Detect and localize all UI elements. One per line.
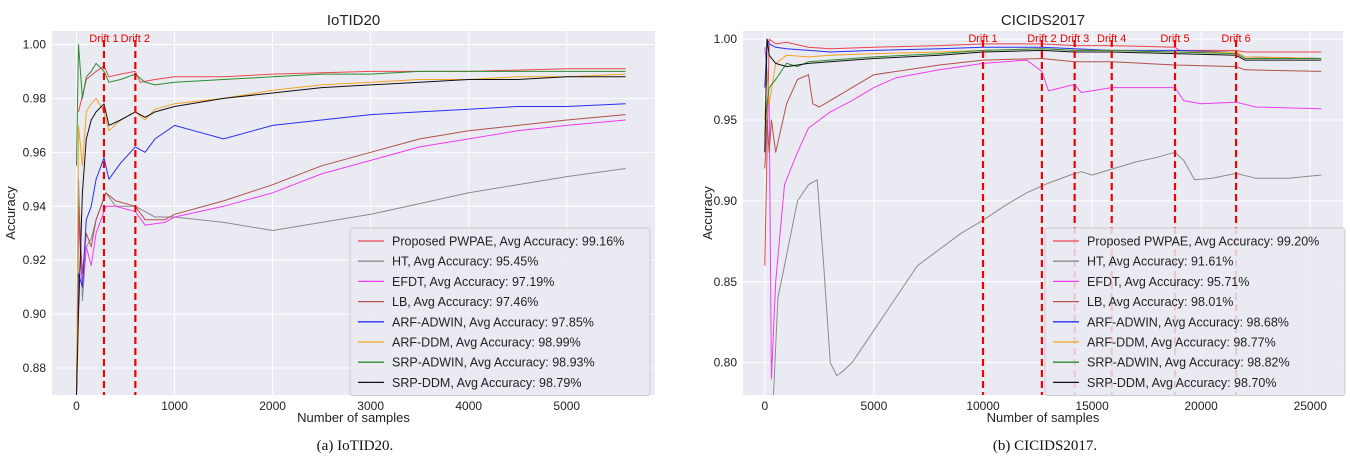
legend-box <box>1044 227 1346 397</box>
legend-entry-3: EFDT, Avg Accuracy: 97.19% <box>392 275 554 289</box>
series-line-4 <box>764 58 1322 169</box>
x-tick-label: 1000 <box>161 399 188 413</box>
x-tick-label: 0 <box>73 399 80 413</box>
y-tick-label: 0.90 <box>23 307 47 321</box>
x-axis-label: Number of samples <box>987 410 1100 425</box>
x-tick-label: 5000 <box>861 399 888 413</box>
x-axis-label: Number of samples <box>297 410 410 425</box>
series-line-6 <box>764 48 1322 121</box>
chart-title: CICIDS2017 <box>1001 12 1085 29</box>
y-tick-label: 0.95 <box>714 113 738 127</box>
y-tick-label: 0.94 <box>23 199 47 213</box>
x-tick-label: 4000 <box>455 399 482 413</box>
series-line-8 <box>764 38 1322 153</box>
drift-label-2: Drift 2 <box>1027 33 1056 45</box>
drift-label-6: Drift 6 <box>1221 33 1250 45</box>
legend-entry-4: LB, Avg Accuracy: 97.46% <box>392 295 538 309</box>
legend: Proposed PWPAE, Avg Accuracy: 99.20% HT, … <box>1044 227 1346 397</box>
x-tick-label: 5000 <box>553 399 580 413</box>
series-line-7 <box>764 48 1322 137</box>
y-tick-label: 0.96 <box>23 145 47 159</box>
y-tick-label: 0.90 <box>714 194 738 208</box>
series-line-4 <box>76 114 626 395</box>
legend-entry-5: ARF-ADWIN, Avg Accuracy: 98.68% <box>1087 315 1289 329</box>
series-line-3 <box>76 119 626 395</box>
drift-label-5: Drift 5 <box>1160 33 1189 45</box>
series-line-3 <box>764 47 1322 380</box>
legend-entry-3: EFDT, Avg Accuracy: 95.71% <box>1087 275 1249 289</box>
figure-caption: (b) CICIDS2017. <box>993 438 1097 454</box>
series-line-2 <box>76 168 626 395</box>
x-tick-label: 2000 <box>259 399 286 413</box>
drift-label-1: Drift 1 <box>968 33 997 45</box>
y-tick-label: 0.80 <box>714 356 738 370</box>
y-axis-label: Accuracy <box>3 186 18 240</box>
drift-label-2: Drift 2 <box>121 33 150 45</box>
x-tick-label: 3000 <box>357 399 384 413</box>
y-tick-label: 1.00 <box>714 32 738 46</box>
legend-entry-8: SRP-DDM, Avg Accuracy: 98.79% <box>392 376 581 390</box>
legend-entry-6: ARF-DDM, Avg Accuracy: 98.77% <box>1087 336 1276 350</box>
y-tick-label: 1.00 <box>23 37 47 51</box>
legend-entry-5: ARF-ADWIN, Avg Accuracy: 97.85% <box>392 315 594 329</box>
legend-entry-2: HT, Avg Accuracy: 91.61% <box>1087 255 1233 269</box>
legend-entry-6: ARF-DDM, Avg Accuracy: 98.99% <box>392 336 581 350</box>
y-axis-label: Accuracy <box>700 186 715 240</box>
legend-entry-7: SRP-ADWIN, Avg Accuracy: 98.82% <box>1087 356 1290 370</box>
series-group <box>76 44 626 395</box>
drift-label-4: Drift 4 <box>1097 33 1126 45</box>
legend-box <box>349 227 651 397</box>
y-tick-label: 0.85 <box>714 275 738 289</box>
legend-entry-8: SRP-DDM, Avg Accuracy: 98.70% <box>1087 376 1276 390</box>
x-tick-label: 15000 <box>1075 399 1109 413</box>
legend-entry-1: Proposed PWPAE, Avg Accuracy: 99.16% <box>392 235 624 249</box>
legend-entry-4: LB, Avg Accuracy: 98.01% <box>1087 295 1233 309</box>
y-tick-label: 0.98 <box>23 91 47 105</box>
y-tick-label: 0.92 <box>23 253 47 267</box>
series-line-8 <box>76 76 626 395</box>
legend-entry-1: Proposed PWPAE, Avg Accuracy: 99.20% <box>1087 235 1319 249</box>
series-line-5 <box>76 103 626 395</box>
figure-caption: (a) IoTID20. <box>317 438 394 454</box>
drift-label-3: Drift 3 <box>1060 33 1089 45</box>
legend: Proposed PWPAE, Avg Accuracy: 99.16% HT, … <box>349 227 651 397</box>
chart-title: IoTID20 <box>327 12 380 29</box>
x-tick-label: 10000 <box>966 399 1000 413</box>
series-line-5 <box>764 38 1322 88</box>
legend-entry-2: HT, Avg Accuracy: 95.45% <box>392 255 538 269</box>
x-tick-label: 0 <box>761 399 768 413</box>
series-line-7 <box>76 44 626 166</box>
chart-panel-1: 0.88 0.90 0.92 0.94 0.96 0.98 1.00 0 1000 2000 300… <box>3 12 655 454</box>
y-tick-label: 0.88 <box>23 361 47 375</box>
chart-panel-2: 0.80 0.85 0.90 0.95 1.00 0 5000 10000 15000 20000… <box>700 12 1346 454</box>
x-tick-label: 20000 <box>1184 399 1218 413</box>
drift-label-1: Drift 1 <box>89 33 118 45</box>
legend-entry-7: SRP-ADWIN, Avg Accuracy: 98.93% <box>392 356 595 370</box>
x-tick-label: 25000 <box>1294 399 1328 413</box>
